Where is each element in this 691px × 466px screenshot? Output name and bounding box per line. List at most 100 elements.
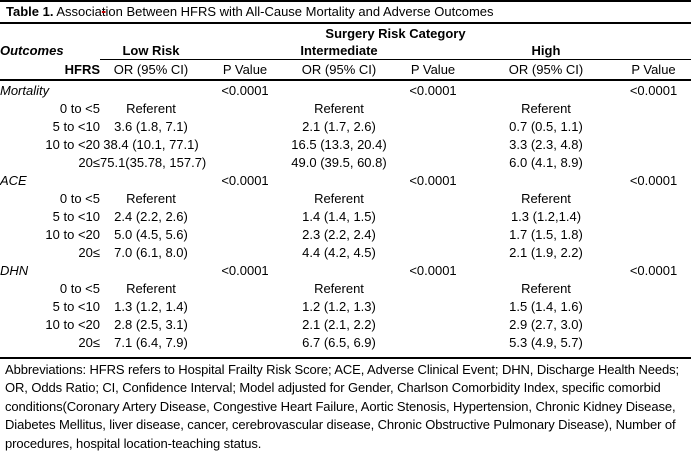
hfrs-range-label: 10 to <20: [45, 136, 100, 152]
hfrs-range-row: 0 to <5 Referent Referent Referent: [0, 99, 691, 117]
or-ci-low: Referent: [126, 100, 176, 116]
or-ci-low: 7.0 (6.1, 8.0): [114, 244, 188, 260]
intermediate-header: Intermediate: [288, 42, 390, 60]
hfrs-range-label: 0 to <5: [59, 190, 100, 206]
empty-p-cell: [390, 225, 476, 243]
empty-p-cell: [202, 135, 288, 153]
or-ci-high: 2.1 (1.9, 2.2): [509, 244, 583, 260]
empty-p-cell: [616, 135, 691, 153]
hfrs-range-row: 0 to <5 Referent Referent Referent: [0, 189, 691, 207]
empty-p-cell: [390, 207, 476, 225]
title-text-before-strike: Associa: [53, 4, 102, 19]
high-header: High: [476, 42, 616, 60]
empty-or-cell: [288, 80, 390, 99]
empty-or-cell: [100, 171, 202, 189]
p-value-header-intermediate: P Value: [390, 59, 476, 81]
hfrs-range-label: 20≤: [78, 244, 100, 260]
or-ci-high: 2.9 (2.7, 3.0): [509, 316, 583, 332]
hfrs-range-row: 5 to <10 2.4 (2.2, 2.6) 1.4 (1.4, 1.5) 1.3 …: [0, 207, 691, 225]
empty-or-cell: [100, 261, 202, 279]
or-ci-high: 1.7 (1.5, 1.8): [509, 226, 583, 242]
empty-p-cell: [616, 189, 691, 207]
hfrs-range-row: 5 to <10 3.6 (1.8, 7.1) 2.1 (1.7, 2.6) 0.7 …: [0, 117, 691, 135]
hfrs-range-row: 5 to <10 1.3 (1.2, 1.4) 1.2 (1.2, 1.3) 1.5 …: [0, 297, 691, 315]
p-value-intermediate: <0.0001: [409, 82, 457, 98]
or-ci-low: 5.0 (4.5, 5.6): [114, 226, 188, 242]
hfrs-range-row: 20≤ 7.1 (6.4, 7.9) 6.7 (6.5, 6.9) 5.3 (4.9,…: [0, 333, 691, 351]
p-value-low: <0.0001: [221, 82, 269, 98]
outcomes-header: Outcomes: [0, 43, 64, 59]
empty-cell: [202, 42, 288, 60]
p-value-low: <0.0001: [221, 172, 269, 188]
or-ci-intermediate: Referent: [314, 190, 364, 206]
abbreviations-footnote: Abbreviations: HFRS refers to Hospital F…: [0, 357, 691, 453]
empty-or-cell: [288, 171, 390, 189]
empty-p-cell: [616, 243, 691, 261]
empty-p-cell: [202, 99, 288, 117]
empty-p-cell: [202, 243, 288, 261]
or-ci-intermediate: Referent: [314, 100, 364, 116]
or-ci-intermediate: 2.3 (2.2, 2.4): [302, 226, 376, 242]
or-ci-high: 3.3 (2.3, 4.8): [509, 136, 583, 152]
empty-p-cell: [616, 117, 691, 135]
outcome-section-row: ACE <0.0001 <0.0001 <0.0001: [0, 171, 691, 189]
or-ci-header-low: OR (95% CI): [100, 59, 202, 81]
or-ci-intermediate: 1.4 (1.4, 1.5): [302, 208, 376, 224]
hfrs-range-row: 0 to <5 Referent Referent Referent: [0, 279, 691, 297]
hfrs-range-row: 10 to <20 2.8 (2.5, 3.1) 2.1 (2.1, 2.2) 2.9…: [0, 315, 691, 333]
or-ci-low: Referent: [126, 280, 176, 296]
empty-p-cell: [616, 279, 691, 297]
hfrs-range-label: 5 to <10: [52, 118, 100, 134]
risk-group-header-row: Outcomes Low Risk Intermediate High: [0, 42, 691, 60]
p-value-low: <0.0001: [221, 262, 269, 278]
or-ci-high: 1.5 (1.4, 1.6): [509, 298, 583, 314]
hfrs-header: HFRS: [0, 59, 100, 81]
hfrs-range-label: 20≤: [78, 334, 100, 350]
table-title: Table 1. Association Between HFRS with A…: [0, 0, 691, 24]
table-body: Mortality <0.0001 <0.0001 <0.0001 0 to <5 Ref…: [0, 80, 691, 351]
empty-cell: [0, 24, 100, 42]
or-ci-low: 75.1(35.78, 157.7): [100, 154, 207, 170]
outcome-section-label: ACE: [0, 172, 27, 188]
or-ci-intermediate: 4.4 (4.2, 4.5): [302, 244, 376, 260]
p-value-high: <0.0001: [629, 82, 678, 98]
empty-or-cell: [476, 80, 616, 99]
p-value-intermediate: <0.0001: [409, 172, 457, 188]
hfrs-range-label: 10 to <20: [45, 316, 100, 332]
empty-or-cell: [476, 261, 616, 279]
p-value-high: <0.0001: [629, 172, 678, 188]
empty-or-cell: [100, 80, 202, 99]
or-ci-intermediate: 1.2 (1.2, 1.3): [302, 298, 376, 314]
empty-p-cell: [390, 117, 476, 135]
empty-p-cell: [616, 153, 691, 171]
empty-p-cell: [202, 153, 288, 171]
empty-p-cell: [616, 315, 691, 333]
hfrs-range-label: 20≤: [78, 154, 100, 170]
or-ci-high: Referent: [521, 190, 571, 206]
empty-p-cell: [616, 225, 691, 243]
p-value-header-low: P Value: [202, 59, 288, 81]
surgery-risk-category-row: Surgery Risk Category: [0, 24, 691, 42]
or-ci-low: 38.4 (10.1, 77.1): [103, 136, 199, 152]
empty-p-cell: [202, 297, 288, 315]
low-risk-header: Low Risk: [100, 42, 202, 60]
hfrs-range-label: 5 to <10: [52, 208, 100, 224]
or-ci-high: 0.7 (0.5, 1.1): [509, 118, 583, 134]
table-number-label: Table 1.: [6, 4, 54, 19]
or-ci-high: 5.3 (4.9, 5.7): [509, 334, 583, 350]
empty-p-cell: [390, 189, 476, 207]
or-ci-intermediate: 16.5 (13.3, 20.4): [291, 136, 387, 152]
column-subheader-row: HFRS OR (95% CI) P Value OR (95% CI) P V…: [0, 59, 691, 81]
empty-p-cell: [616, 99, 691, 117]
outcome-section-row: DHN <0.0001 <0.0001 <0.0001: [0, 261, 691, 279]
outcomes-table: Surgery Risk Category Outcomes Low Risk …: [0, 24, 691, 351]
empty-p-cell: [390, 333, 476, 351]
empty-p-cell: [202, 189, 288, 207]
or-ci-high: 1.3 (1.2,1.4): [510, 208, 582, 224]
empty-p-cell: [390, 135, 476, 153]
empty-cell: [616, 42, 691, 60]
or-ci-low: 2.8 (2.5, 3.1): [114, 316, 188, 332]
hfrs-range-row: 10 to <20 5.0 (4.5, 5.6) 2.3 (2.2, 2.4) 1.7…: [0, 225, 691, 243]
empty-p-cell: [390, 153, 476, 171]
p-value-header-high: P Value: [616, 59, 691, 81]
